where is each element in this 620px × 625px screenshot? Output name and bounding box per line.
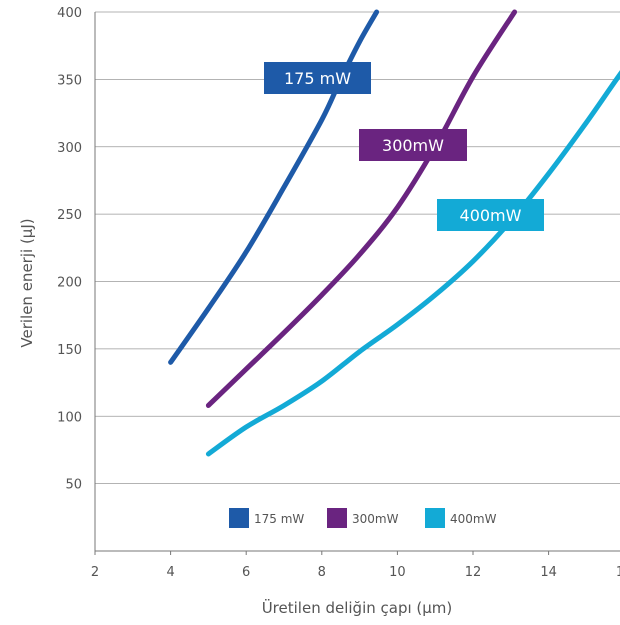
x-tick-label: 10 [389, 565, 406, 580]
callout-box-3 [437, 199, 544, 231]
callout-label-3: 400mW [460, 206, 522, 225]
x-tick-label: 12 [465, 565, 482, 580]
series-line-2 [205, 9, 518, 408]
x-tick-label: 16 [616, 565, 620, 580]
y-tick-labels: 50 100 150 200 250 300 350 400 [57, 6, 82, 493]
series-line-3 [205, 70, 620, 457]
y-tick-label: 100 [57, 410, 82, 425]
x-tick-label: 14 [540, 565, 557, 580]
x-tick-label: 8 [318, 565, 326, 580]
y-tick-label: 400 [57, 6, 82, 21]
y-tick-label: 150 [57, 343, 82, 358]
y-tick-label: 300 [57, 141, 82, 156]
x-tick-label: 6 [242, 565, 250, 580]
y-tick-label: 250 [57, 208, 82, 223]
y-tick-label: 200 [57, 276, 82, 291]
x-tick-label: 4 [166, 565, 174, 580]
callout-box-1 [264, 62, 371, 94]
callout-label-1: 175 mW [284, 69, 351, 88]
series-lines [168, 9, 620, 457]
callout-label-2: 300mW [382, 136, 444, 155]
series-callouts: 175 mW 300mW 400mW [264, 62, 544, 231]
legend-swatch-1 [229, 508, 249, 528]
legend-label-2: 300mW [352, 512, 399, 526]
x-axis-title: Üretilen deliğin çapı (µm) [262, 598, 453, 617]
callout-box-2 [359, 129, 467, 161]
x-tick-labels: 2 4 6 8 10 12 14 16 [91, 565, 620, 580]
x-tick-label: 2 [91, 565, 99, 580]
y-tick-label: 50 [65, 478, 82, 493]
legend-label-3: 400mW [450, 512, 497, 526]
legend: 175 mW 300mW 400mW [229, 508, 497, 528]
series-line-1 [168, 9, 380, 365]
y-tick-label: 350 [57, 73, 82, 88]
y-axis-title: Verilen enerji (µJ) [18, 218, 36, 347]
axes [94, 12, 620, 555]
legend-swatch-3 [425, 508, 445, 528]
legend-label-1: 175 mW [254, 512, 304, 526]
legend-swatch-2 [327, 508, 347, 528]
